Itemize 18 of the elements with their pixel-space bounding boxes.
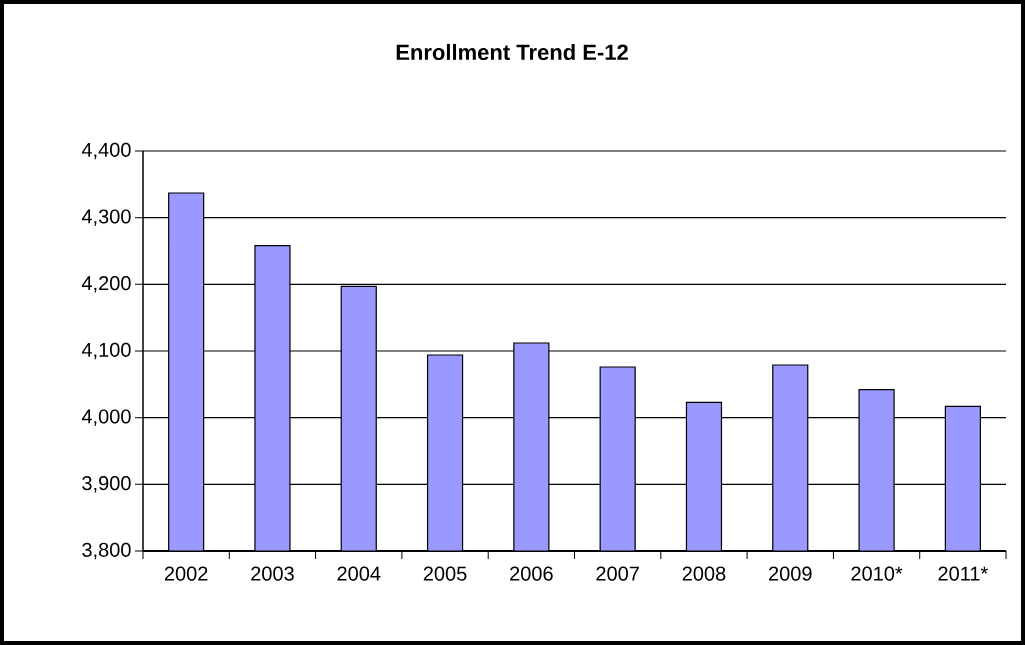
y-tick-label: 3,900 [82, 476, 131, 493]
x-tick-label: 2007 [596, 566, 639, 581]
x-tick-label: 2010* [851, 566, 903, 581]
y-tick-label: 3,800 [82, 542, 131, 560]
y-tick-label: 4,300 [81, 209, 131, 226]
x-tick-label: 2009 [769, 566, 812, 581]
chart-title: Enrollment Trend E-12 [396, 43, 628, 61]
x-tick-label: 2005 [423, 566, 467, 581]
y-tick-label: 4,100 [81, 342, 131, 360]
x-tick-label: 2002 [164, 566, 208, 581]
x-tick-label: 2011* [938, 566, 988, 581]
y-tick-label: 4,200 [81, 276, 131, 293]
y-tick-label: 4,000 [81, 409, 131, 426]
x-tick-label: 2004 [337, 566, 381, 581]
x-tick-label: 2006 [510, 566, 553, 581]
y-tick-label: 4,400 [81, 142, 131, 160]
x-tick-label: 2003 [251, 566, 294, 581]
x-tick-label: 2008 [682, 566, 726, 581]
